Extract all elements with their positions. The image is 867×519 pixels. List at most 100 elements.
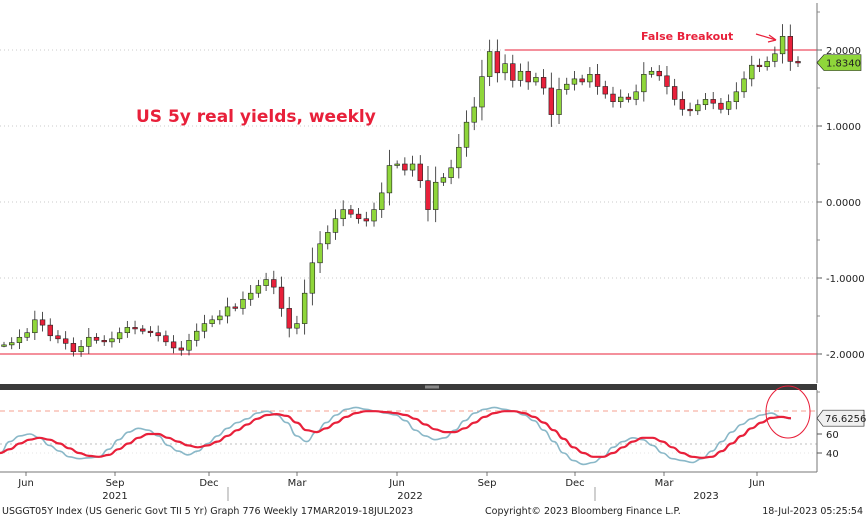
candle-body: [671, 86, 678, 100]
false-breakout-annotation: False Breakout: [641, 30, 733, 43]
candle-body: [648, 70, 655, 75]
candle-body: [548, 87, 555, 115]
candle-body: [217, 315, 223, 321]
candle-body: [325, 232, 331, 245]
footer: USGGT05Y Index (US Generic Govt TII 5 Yr…: [2, 506, 863, 517]
candle-body: [286, 308, 292, 329]
oscillator-slow-line: [0, 410, 792, 459]
x-month-label: Dec: [199, 478, 218, 489]
candle-body: [348, 209, 354, 215]
candle-body: [525, 70, 531, 83]
candle-body: [1, 344, 7, 347]
candle-body: [456, 146, 462, 169]
last-price-badge: [816, 54, 862, 71]
candle-body: [371, 209, 377, 222]
osc-last-label: 76.6256: [825, 414, 866, 425]
candle-body: [109, 338, 115, 343]
candle-body: [163, 335, 169, 343]
oscillator-y-ticks: 60 40: [817, 430, 839, 460]
x-month-label: Sep: [106, 478, 125, 489]
candle-body: [340, 209, 346, 220]
candle-body: [448, 167, 454, 178]
x-month-label: Sep: [478, 478, 497, 489]
x-month-label: Mar: [655, 478, 675, 489]
oscillator-fast-line: [0, 406, 792, 466]
candle-body: [209, 319, 215, 324]
x-month-label: Jun: [748, 478, 765, 489]
candle-body: [32, 319, 38, 334]
candle-body: [725, 101, 732, 110]
candle-body: [556, 89, 562, 115]
candle-body: [540, 77, 547, 89]
candle-body: [255, 285, 262, 294]
candle-body: [278, 286, 285, 309]
x-year-label: 2023: [693, 491, 718, 502]
footer-copyright: Copyright© 2023 Bloomberg Finance L.P.: [485, 506, 681, 517]
panel-separator[interactable]: [0, 384, 817, 390]
footer-timestamp: 18-Jul-2023 05:25:54: [762, 506, 863, 517]
candle-body: [610, 93, 616, 102]
candle-body: [764, 61, 770, 68]
candle-body: [664, 75, 670, 87]
candle-body: [62, 338, 69, 344]
footer-left: USGGT05Y Index (US Generic Govt TII 5 Yr…: [2, 506, 413, 517]
candle-body: [93, 336, 100, 341]
candle-body: [502, 63, 508, 74]
candle-body: [641, 74, 647, 93]
x-year-labels: 2021 2022 2023: [102, 487, 719, 502]
candle-body: [355, 213, 362, 220]
candle-body: [124, 327, 131, 334]
candle-body: [55, 335, 61, 340]
candle-body: [271, 279, 277, 288]
candle-body: [633, 91, 639, 100]
chart-title: US 5y real yields, weekly: [136, 107, 376, 127]
candle-body: [186, 340, 192, 351]
candle-body: [579, 78, 585, 83]
x-month-label: Mar: [288, 478, 308, 489]
candle-body: [494, 51, 501, 74]
candle-body: [618, 96, 624, 102]
candle-body: [147, 330, 154, 334]
price-levels: [0, 49, 817, 355]
candle-body: [741, 78, 747, 93]
candle-body: [587, 74, 593, 83]
candle-body: [425, 180, 431, 210]
x-month-label: Jun: [388, 478, 405, 489]
candle-body: [409, 163, 416, 171]
candle-body: [733, 91, 740, 102]
last-price-tag: 1.8340: [816, 54, 862, 71]
x-month-label: Dec: [565, 478, 584, 489]
candle-body: [363, 218, 370, 222]
x-year-label: 2022: [397, 491, 422, 502]
candle-body: [432, 181, 439, 210]
osc-last-badge: [816, 409, 865, 427]
oscillator-panel: 60 40 76.6256: [0, 385, 866, 472]
candle-body: [240, 298, 246, 309]
x-month-labels: Jun Sep Dec Mar Jun Sep Dec Mar Jun: [17, 472, 765, 489]
candle-body: [417, 163, 423, 182]
candle-body: [772, 53, 778, 62]
x-axis: Jun Sep Dec Mar Jun Sep Dec Mar Jun 2021 2022 2023: [0, 471, 817, 502]
candle-body: [132, 327, 138, 330]
candle-body: [479, 76, 485, 108]
candle-body: [294, 323, 300, 329]
candle-body: [756, 64, 763, 68]
separator-handle[interactable]: [425, 385, 439, 389]
osc-tick-label: 60: [826, 430, 839, 441]
candle-body: [564, 83, 570, 90]
candle-body: [155, 332, 161, 337]
candle-body: [263, 279, 269, 286]
annotation-arrow-icon: [755, 33, 777, 43]
candle-body: [779, 36, 786, 55]
y-tick-label: 1.0000: [826, 122, 861, 133]
candle-body: [571, 78, 578, 85]
candle-body: [9, 342, 15, 346]
candle-body: [70, 343, 77, 353]
candle-body: [116, 332, 123, 340]
candle-body: [602, 86, 608, 95]
candle-body: [301, 292, 308, 324]
candle-body: [486, 51, 493, 77]
candle-body: [679, 99, 686, 110]
candle-body: [517, 70, 524, 81]
